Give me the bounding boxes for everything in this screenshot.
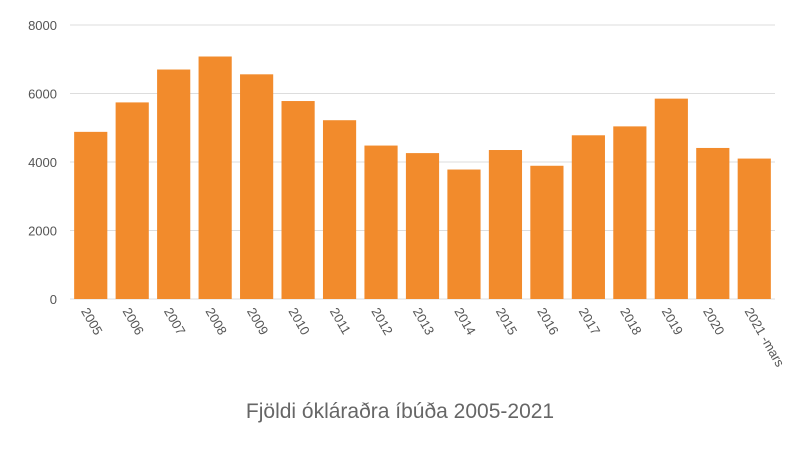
x-category-label: 2007: [161, 305, 188, 338]
y-tick-label: 0: [50, 292, 57, 307]
chart-title: Fjöldi ókláraðra íbúða 2005-2021: [245, 400, 555, 423]
bar: [364, 145, 398, 299]
bar: [488, 150, 523, 299]
bar: [322, 120, 357, 299]
x-category-label: 2018: [617, 305, 644, 338]
x-category-label: 2020: [700, 305, 727, 338]
y-tick-label: 2000: [28, 224, 57, 239]
bars: [74, 56, 771, 300]
bar: [737, 158, 771, 299]
y-tick-label: 8000: [28, 18, 57, 33]
x-category-label: 2021 -mars: [742, 305, 788, 370]
bar: [198, 56, 232, 300]
x-category-label: 2015: [493, 305, 520, 338]
y-axis-ticks: 0 2000 4000 6000 8000: [28, 18, 57, 307]
x-category-label: 2006: [120, 305, 147, 338]
bar: [613, 126, 647, 299]
x-category-label: 2019: [659, 305, 686, 338]
y-tick-label: 6000: [28, 87, 57, 102]
x-category-label: 2005: [78, 305, 105, 338]
bar: [405, 153, 440, 299]
x-category-label: 2012: [368, 305, 395, 338]
bar: [447, 169, 481, 299]
x-category-label: 2010: [285, 305, 312, 338]
bar: [281, 101, 315, 299]
x-category-label: 2014: [451, 305, 478, 338]
bar: [696, 147, 730, 299]
bar: [240, 74, 274, 299]
x-category-label: 2017: [576, 305, 603, 338]
x-category-label: 2011: [327, 305, 354, 337]
x-category-label: 2008: [203, 305, 230, 338]
x-category-label: 2009: [244, 305, 271, 338]
bar: [115, 102, 149, 299]
bar: [530, 165, 564, 299]
bar: [74, 131, 108, 299]
bar: [571, 135, 605, 299]
bar: [654, 98, 688, 299]
x-category-label: 2013: [410, 305, 437, 338]
y-tick-label: 4000: [28, 155, 57, 170]
x-category-label: 2016: [534, 305, 561, 338]
x-axis-categories: 2005 2006 2007 2008 2009 2010 2011 2012 2013 2014…: [78, 305, 788, 370]
bar: [157, 69, 191, 300]
